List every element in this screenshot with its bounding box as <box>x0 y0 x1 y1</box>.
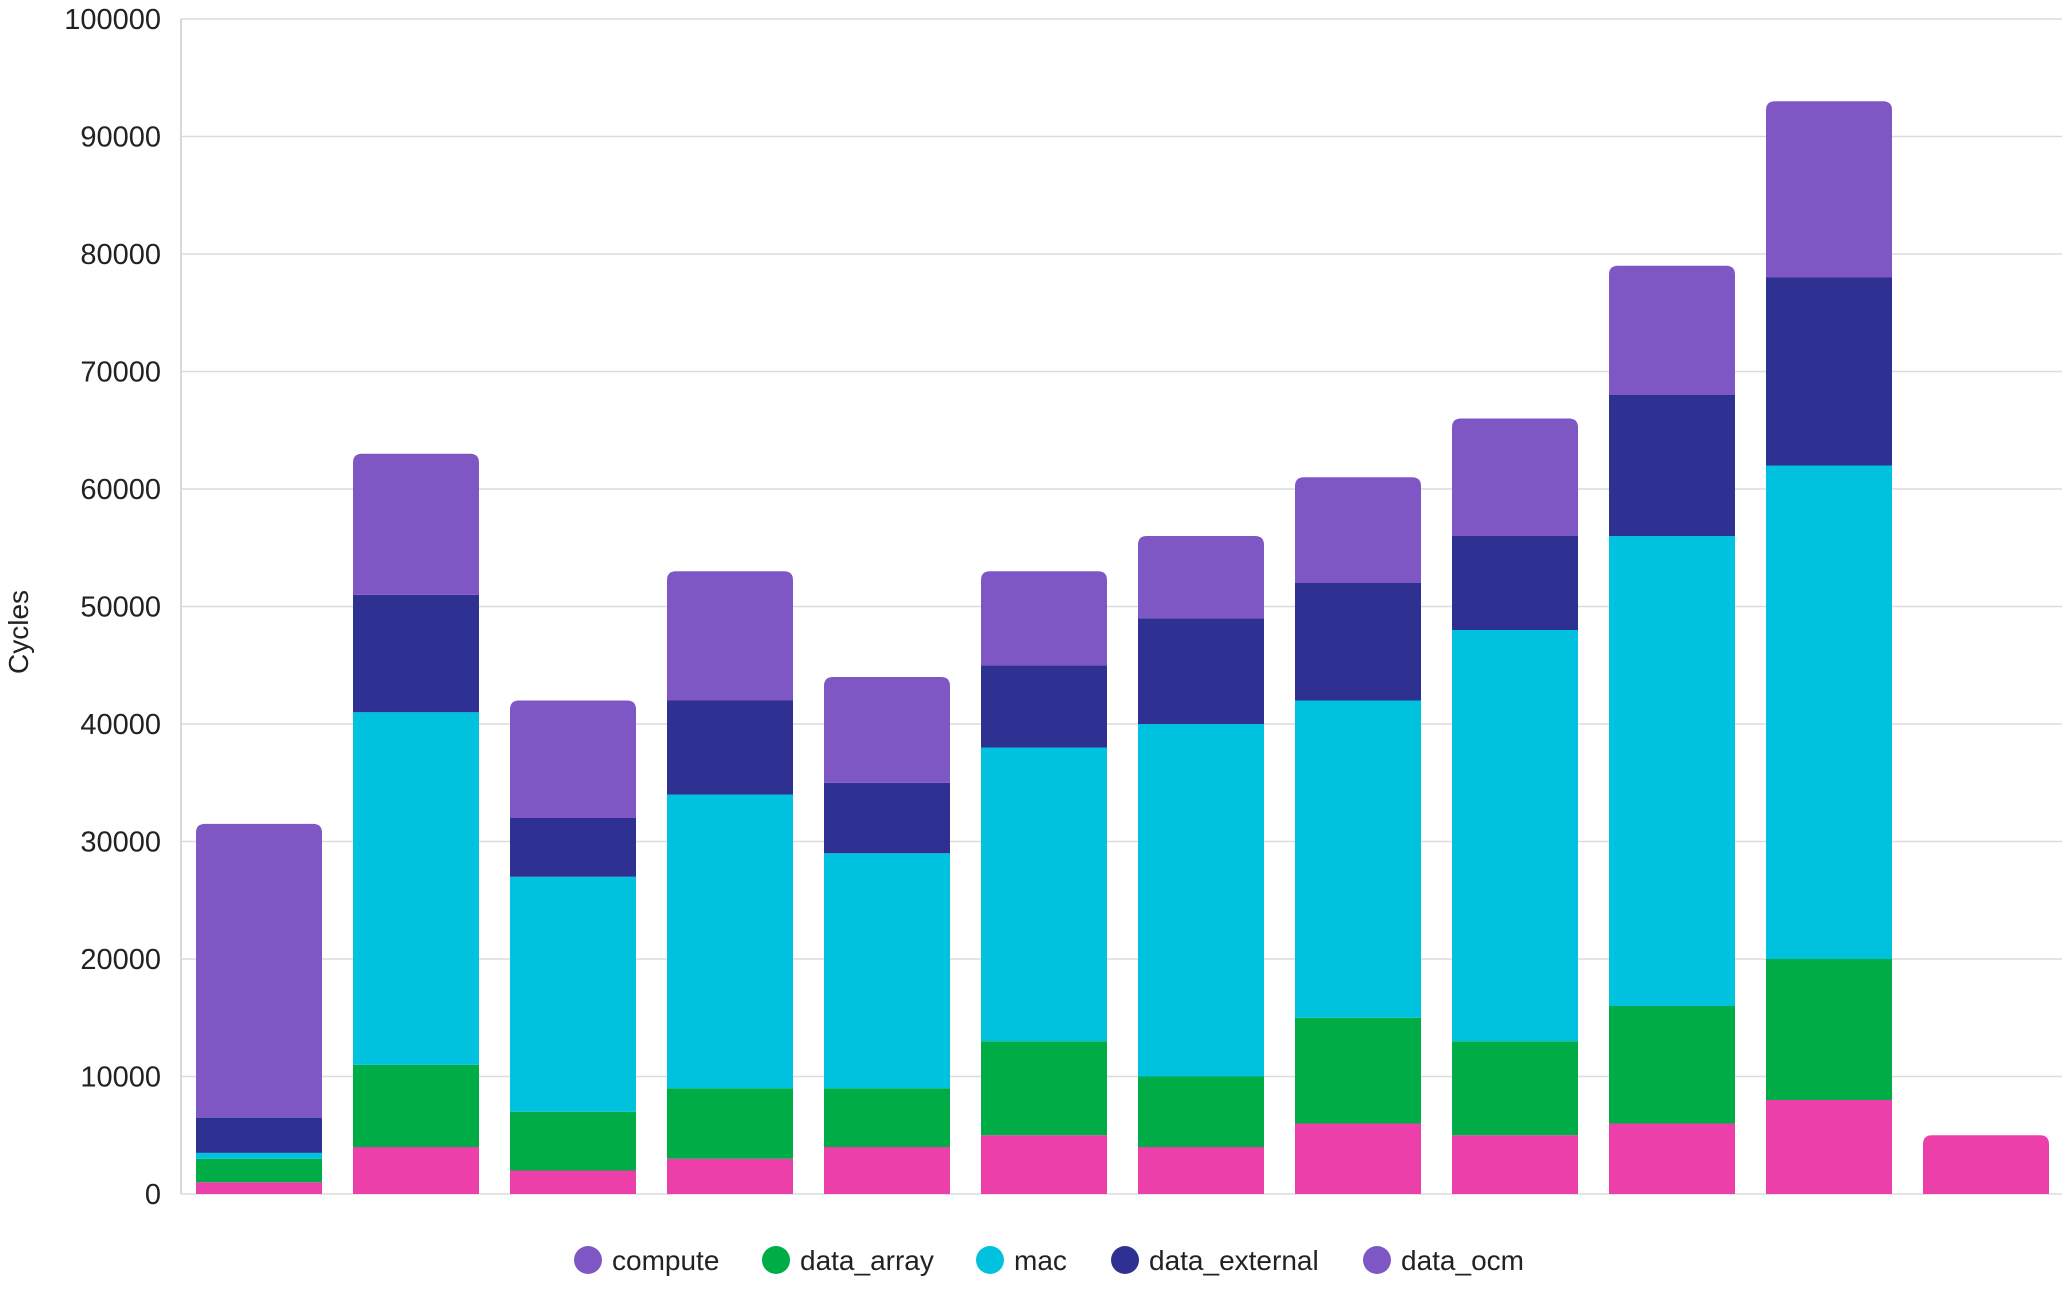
bar-segment <box>353 1064 479 1147</box>
y-tick-label: 10000 <box>80 1062 161 1094</box>
bar-segment <box>1295 700 1421 1018</box>
y-tick-label: 60000 <box>80 474 161 506</box>
y-tick-label: 80000 <box>80 239 161 271</box>
bar-segment <box>1609 1123 1735 1194</box>
legend-label: compute <box>612 1245 719 1276</box>
bar-segment <box>824 677 950 783</box>
y-tick-label: 70000 <box>80 357 161 389</box>
bar-segment <box>1295 583 1421 701</box>
legend-label: data_external <box>1149 1245 1319 1276</box>
bar-segment <box>981 571 1107 666</box>
bar-segment <box>824 853 950 1089</box>
bar-segment <box>353 712 479 1065</box>
bar-segment <box>1609 395 1735 536</box>
legend-label: data_ocm <box>1401 1245 1524 1276</box>
y-axis-label: Cycles <box>3 590 34 674</box>
legend-label: mac <box>1014 1245 1067 1276</box>
bar-segment <box>510 818 636 877</box>
bar-segment <box>1766 959 1892 1100</box>
bar-segment <box>1766 101 1892 278</box>
bar-segment <box>1295 1017 1421 1124</box>
bar-segment <box>1452 418 1578 536</box>
y-tick-label: 20000 <box>80 944 161 976</box>
legend: compute data_array mac data_external data_oc… <box>574 1245 1524 1276</box>
bar-segment <box>353 453 479 595</box>
bar-segment <box>1138 618 1264 724</box>
legend-marker <box>762 1246 790 1274</box>
bar-segment <box>196 1152 322 1159</box>
y-tick-label: 0 <box>145 1179 161 1211</box>
bar-segment <box>824 1147 950 1194</box>
y-tick-label: 90000 <box>80 122 161 154</box>
bar-segment <box>196 1117 322 1153</box>
bar-segment <box>667 1088 793 1159</box>
y-axis: 0 10000 20000 30000 40000 50000 60000 70000 8000… <box>64 4 182 1211</box>
bar-segment <box>1609 536 1735 1006</box>
bar-segment <box>1766 1100 1892 1194</box>
bar-segment <box>196 1182 322 1194</box>
y-tick-label: 100000 <box>64 4 161 36</box>
legend-marker <box>1111 1246 1139 1274</box>
bar-segment <box>1452 630 1578 1042</box>
bar-segment <box>1138 536 1264 619</box>
bar-segment <box>981 1041 1107 1136</box>
bar-segment <box>1452 536 1578 630</box>
bar-segment <box>1452 1041 1578 1136</box>
bar-segment <box>1452 1135 1578 1194</box>
bars <box>196 101 2049 1194</box>
bar-segment <box>667 1158 793 1194</box>
y-tick-label: 50000 <box>80 592 161 624</box>
bar-segment <box>510 876 636 1112</box>
y-tick-label: 30000 <box>80 827 161 859</box>
bar-segment <box>1295 477 1421 583</box>
bar-segment <box>824 1088 950 1147</box>
bar-segment <box>1923 1135 2049 1194</box>
legend-label: data_array <box>800 1245 934 1276</box>
bar-segment <box>1295 1123 1421 1194</box>
bar-segment <box>1138 1076 1264 1147</box>
bar-segment <box>196 1158 322 1183</box>
bar-segment <box>510 1111 636 1171</box>
bar-segment <box>667 794 793 1089</box>
bar-segment <box>353 594 479 713</box>
bar-segment <box>1138 724 1264 1077</box>
bar-segment <box>1609 265 1735 395</box>
gridlines <box>181 18 2062 1195</box>
bar-segment <box>1609 1006 1735 1124</box>
legend-marker <box>574 1246 602 1274</box>
bar-segment <box>510 700 636 818</box>
legend-marker <box>1363 1246 1391 1274</box>
bar-segment <box>510 1170 636 1194</box>
bar-segment <box>1138 1147 1264 1194</box>
bar-segment <box>824 782 950 854</box>
bar-segment <box>981 747 1107 1042</box>
legend-marker <box>976 1246 1004 1274</box>
bar-segment <box>981 665 1107 748</box>
bar-segment <box>667 700 793 795</box>
y-tick-label: 40000 <box>80 709 161 741</box>
bar-segment <box>196 823 322 1118</box>
bar-segment <box>667 571 793 701</box>
bar-segment <box>981 1135 1107 1194</box>
bar-segment <box>1766 465 1892 959</box>
bar-segment <box>1766 277 1892 466</box>
bar-segment <box>353 1147 479 1194</box>
